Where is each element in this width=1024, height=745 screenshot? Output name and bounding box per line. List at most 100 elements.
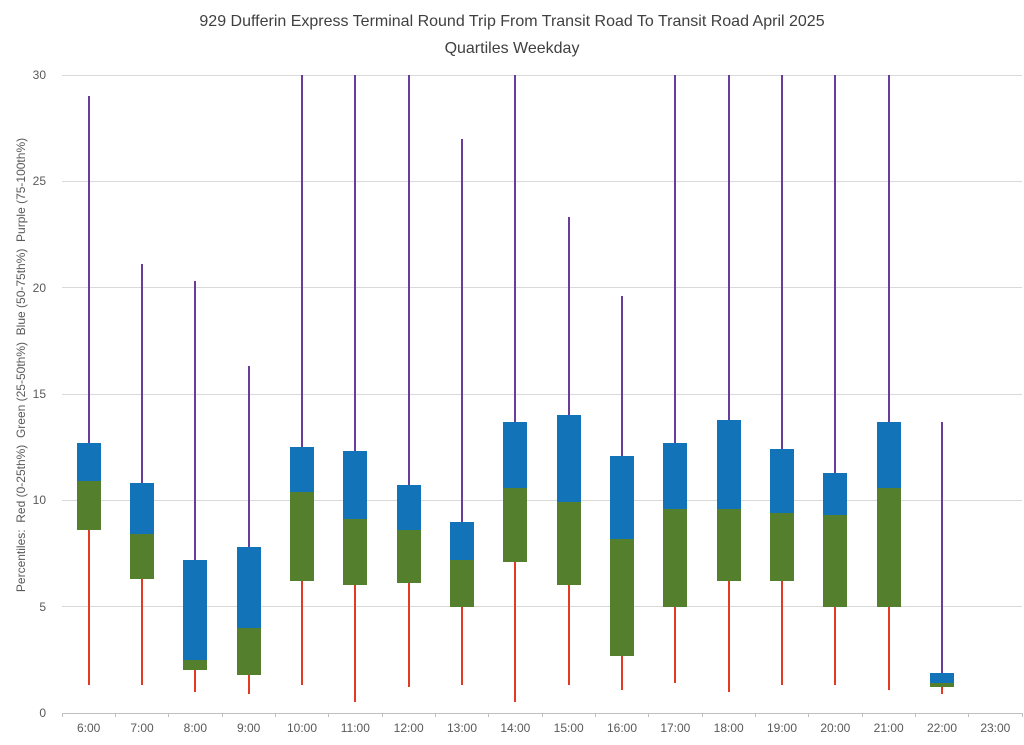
x-tick-label: 16:00 bbox=[606, 721, 638, 735]
x-axis-tick bbox=[381, 713, 383, 717]
box-green-25-50 bbox=[503, 487, 528, 562]
lower-whisker-red bbox=[407, 583, 410, 688]
lower-whisker-red bbox=[354, 585, 357, 703]
x-tick-label: 23:00 bbox=[980, 721, 1011, 735]
y-tick-label: 15 bbox=[32, 387, 46, 401]
x-axis-tick bbox=[328, 713, 330, 717]
x-axis-tick bbox=[594, 713, 596, 717]
upper-whisker-purple bbox=[834, 75, 837, 473]
box-green-25-50 bbox=[610, 538, 634, 656]
y-tick-label: 0 bbox=[39, 706, 46, 720]
lower-whisker-red bbox=[301, 581, 303, 686]
box-blue-50-75 bbox=[503, 421, 528, 488]
lower-whisker-red bbox=[141, 579, 143, 686]
x-tick-label: 11:00 bbox=[340, 721, 370, 735]
x-axis-tick bbox=[648, 713, 650, 717]
x-tick-label: 18:00 bbox=[713, 721, 744, 735]
box-green-25-50 bbox=[130, 534, 154, 580]
lower-whisker-red bbox=[461, 606, 463, 686]
y-tick-label: 30 bbox=[32, 68, 46, 82]
x-axis-tick bbox=[861, 713, 863, 717]
gridline bbox=[62, 74, 1022, 76]
upper-whisker-purple bbox=[194, 281, 197, 560]
box-green-25-50 bbox=[556, 502, 581, 586]
x-tick-label: 10:00 bbox=[286, 721, 318, 735]
x-tick-label: 15:00 bbox=[553, 721, 584, 735]
x-axis-tick bbox=[61, 713, 63, 717]
box-green-25-50 bbox=[770, 513, 794, 582]
lower-whisker-red bbox=[87, 530, 90, 686]
x-tick-label: 12:00 bbox=[393, 721, 424, 735]
box-green-25-50 bbox=[716, 508, 741, 582]
x-tick-label: 17:00 bbox=[660, 721, 691, 735]
lower-whisker-red bbox=[834, 606, 837, 686]
upper-whisker-purple bbox=[514, 75, 517, 422]
box-green-25-50 bbox=[876, 487, 901, 607]
x-tick-label: 13:00 bbox=[446, 721, 478, 735]
box-green-25-50 bbox=[450, 559, 474, 607]
upper-whisker-purple bbox=[301, 75, 303, 448]
x-axis-tick bbox=[914, 713, 916, 717]
lower-whisker-red bbox=[781, 581, 783, 686]
x-axis-tick bbox=[808, 713, 810, 717]
lower-whisker-red bbox=[514, 562, 517, 703]
upper-whisker-purple bbox=[87, 96, 90, 443]
box-blue-50-75 bbox=[290, 447, 314, 492]
box-blue-50-75 bbox=[930, 672, 954, 684]
box-green-25-50 bbox=[343, 519, 368, 586]
box-blue-50-75 bbox=[876, 421, 901, 488]
y-tick-label: 10 bbox=[32, 493, 46, 508]
upper-whisker-purple bbox=[354, 75, 357, 452]
box-green-25-50 bbox=[930, 683, 954, 688]
box-blue-50-75 bbox=[236, 547, 261, 628]
x-axis-tick bbox=[701, 713, 703, 717]
box-blue-50-75 bbox=[130, 483, 154, 535]
y-tick-label: 25 bbox=[32, 174, 46, 189]
upper-whisker-purple bbox=[567, 217, 570, 416]
upper-whisker-purple bbox=[781, 75, 783, 450]
box-blue-50-75 bbox=[76, 442, 101, 482]
box-blue-50-75 bbox=[663, 442, 688, 509]
lower-whisker-red bbox=[674, 606, 677, 684]
gridline bbox=[62, 499, 1022, 501]
gridline bbox=[62, 180, 1022, 182]
gridline bbox=[62, 606, 1022, 608]
y-tick-label: 5 bbox=[39, 599, 46, 614]
x-axis-tick bbox=[541, 713, 543, 717]
box-blue-50-75 bbox=[556, 415, 581, 503]
upper-whisker-purple bbox=[461, 138, 463, 522]
box-green-25-50 bbox=[236, 627, 261, 675]
upper-whisker-purple bbox=[621, 296, 623, 456]
upper-whisker-purple bbox=[141, 264, 143, 484]
gridline bbox=[62, 287, 1022, 289]
x-axis-tick bbox=[1021, 713, 1023, 717]
box-blue-50-75 bbox=[716, 419, 741, 509]
lower-whisker-red bbox=[941, 687, 943, 694]
box-blue-50-75 bbox=[823, 472, 848, 516]
lower-whisker-red bbox=[247, 674, 250, 694]
upper-whisker-purple bbox=[407, 75, 410, 486]
chart-title-line2: Quartiles Weekday bbox=[444, 40, 580, 57]
lower-whisker-red bbox=[194, 670, 197, 692]
box-green-25-50 bbox=[663, 508, 688, 607]
box-green-25-50 bbox=[396, 530, 421, 584]
x-axis-tick bbox=[274, 713, 276, 717]
x-axis-tick bbox=[114, 713, 116, 717]
x-axis-tick bbox=[434, 713, 436, 717]
box-blue-50-75 bbox=[183, 559, 208, 660]
lower-whisker-red bbox=[887, 606, 890, 690]
chart-title: 929 Dufferin Express Terminal Round Trip… bbox=[0, 8, 1024, 62]
x-tick-label: 7:00 bbox=[130, 721, 154, 735]
box-blue-50-75 bbox=[343, 451, 368, 520]
box-green-25-50 bbox=[290, 491, 314, 582]
gridline bbox=[62, 393, 1022, 395]
lower-whisker-red bbox=[621, 655, 623, 690]
upper-whisker-purple bbox=[941, 421, 943, 673]
x-tick-label: 6:00 bbox=[76, 721, 101, 735]
lower-whisker-red bbox=[567, 585, 570, 686]
upper-whisker-purple bbox=[247, 366, 250, 548]
box-blue-50-75 bbox=[396, 485, 421, 531]
box-blue-50-75 bbox=[450, 521, 474, 560]
x-tick-label: 20:00 bbox=[820, 721, 851, 735]
